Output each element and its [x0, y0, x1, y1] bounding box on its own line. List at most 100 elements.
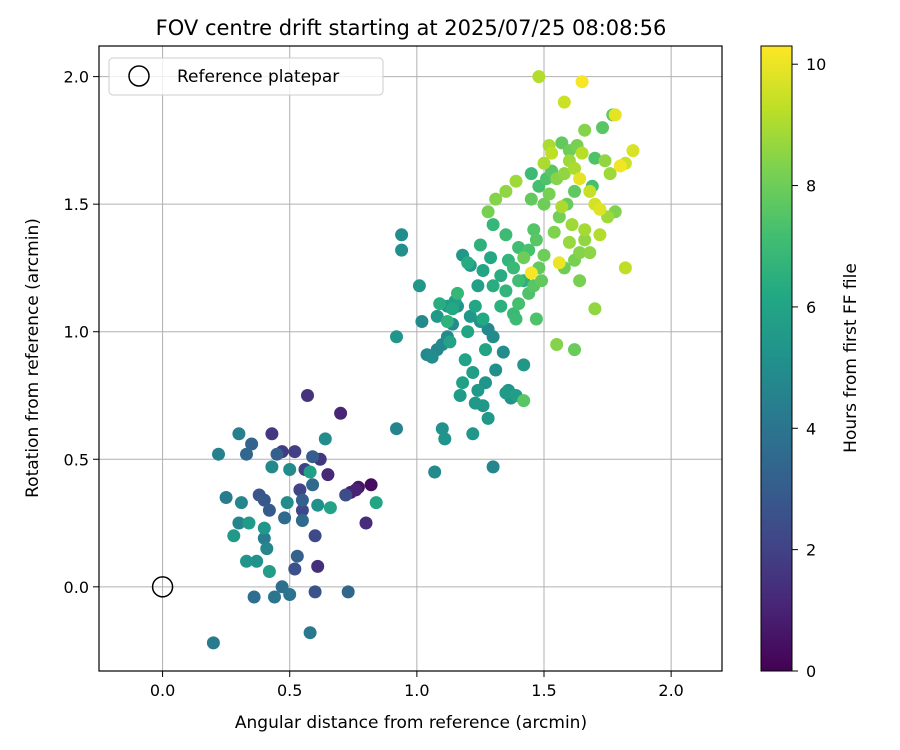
- legend-label: Reference platepar: [177, 67, 339, 87]
- legend: Reference platepar: [108, 57, 384, 96]
- data-point: [240, 447, 253, 461]
- data-point: [517, 358, 531, 372]
- y-tick: 0.5: [64, 450, 99, 469]
- data-point: [512, 274, 526, 288]
- data-point: [446, 302, 459, 316]
- data-point: [562, 235, 576, 249]
- colorbar-tick: 6: [792, 298, 816, 317]
- data-point: [568, 161, 581, 175]
- data-point: [542, 187, 556, 201]
- data-point: [232, 516, 246, 530]
- colorbar-tick-label: 8: [806, 177, 816, 196]
- data-point: [557, 167, 571, 181]
- x-tick-label: 2.0: [658, 681, 683, 700]
- data-point: [295, 503, 309, 517]
- data-point: [608, 108, 622, 122]
- data-point: [486, 218, 500, 232]
- x-tick-label: 1.0: [404, 681, 429, 700]
- data-point: [466, 427, 480, 441]
- data-point: [306, 478, 320, 492]
- data-point: [435, 422, 449, 436]
- data-point: [461, 256, 475, 270]
- data-point: [547, 225, 561, 239]
- data-point: [262, 503, 276, 517]
- data-point: [240, 554, 253, 568]
- data-point: [433, 297, 447, 311]
- colorbar-tick-label: 2: [806, 541, 816, 560]
- data-point: [596, 121, 609, 135]
- y-axis-label: Rotation from reference (arcmin): [23, 218, 43, 498]
- data-point: [524, 192, 538, 206]
- data-point: [593, 228, 607, 242]
- y-tick: 0.0: [64, 578, 99, 597]
- x-tick: 2.0: [658, 671, 684, 700]
- data-point: [257, 521, 271, 535]
- x-axis-label: Angular distance from reference (arcmin): [235, 713, 587, 733]
- data-point: [565, 218, 579, 232]
- data-point: [494, 269, 508, 283]
- data-point: [260, 542, 274, 556]
- data-point: [489, 363, 503, 377]
- data-point: [479, 343, 492, 357]
- data-point: [466, 366, 480, 379]
- data-point: [303, 626, 317, 640]
- data-point: [626, 144, 640, 158]
- data-point: [453, 389, 467, 402]
- x-axis-ticks: 0.0 0.5 1.0 1.5 2.0: [150, 671, 684, 700]
- data-point: [390, 330, 403, 344]
- data-point: [613, 159, 627, 173]
- data-point: [349, 483, 363, 497]
- colorbar-tick: 2: [792, 541, 816, 560]
- data-point: [295, 514, 309, 527]
- data-point: [227, 529, 241, 543]
- data-point: [499, 284, 513, 298]
- data-point: [578, 223, 592, 237]
- data-point: [270, 447, 284, 461]
- data-point: [557, 95, 571, 109]
- data-point: [603, 167, 617, 181]
- data-point: [550, 338, 564, 351]
- y-tick: 2.0: [64, 68, 99, 87]
- legend-box: [108, 57, 384, 96]
- colorbar-tick-label: 6: [806, 298, 816, 317]
- data-point: [496, 345, 510, 359]
- data-point: [451, 286, 464, 300]
- data-point: [537, 156, 551, 170]
- colorbar-label: Hours from first FF file: [841, 263, 861, 453]
- data-point: [234, 496, 248, 510]
- data-point: [512, 297, 526, 311]
- data-point: [206, 636, 220, 650]
- data-point: [359, 516, 373, 530]
- data-point: [288, 562, 302, 576]
- data-point: [283, 588, 297, 601]
- data-point: [321, 468, 335, 482]
- colorbar-tick: 4: [792, 419, 816, 438]
- data-point: [395, 228, 409, 242]
- data-point: [481, 411, 495, 425]
- data-point: [430, 309, 444, 323]
- data-point: [395, 243, 409, 257]
- x-tick-label: 1.5: [531, 681, 556, 700]
- y-tick: 1.5: [64, 195, 99, 214]
- data-point: [308, 585, 322, 599]
- data-point: [529, 312, 543, 326]
- data-point: [537, 248, 551, 262]
- colorbar-tick: 0: [792, 662, 816, 681]
- data-point: [308, 529, 322, 543]
- y-tick-label: 0.5: [64, 450, 89, 469]
- data-point: [573, 246, 587, 260]
- data-point: [303, 465, 317, 479]
- data-point: [468, 396, 482, 410]
- data-point: [489, 192, 503, 206]
- data-point: [486, 279, 500, 293]
- data-point: [509, 174, 523, 188]
- colorbar-gradient: [760, 45, 793, 672]
- data-point: [265, 427, 279, 441]
- data-point: [257, 531, 271, 545]
- data-point: [555, 200, 569, 214]
- data-point: [588, 302, 602, 316]
- data-point: [412, 279, 426, 293]
- data-point: [288, 445, 302, 459]
- data-point: [219, 491, 233, 504]
- data-point: [245, 437, 259, 451]
